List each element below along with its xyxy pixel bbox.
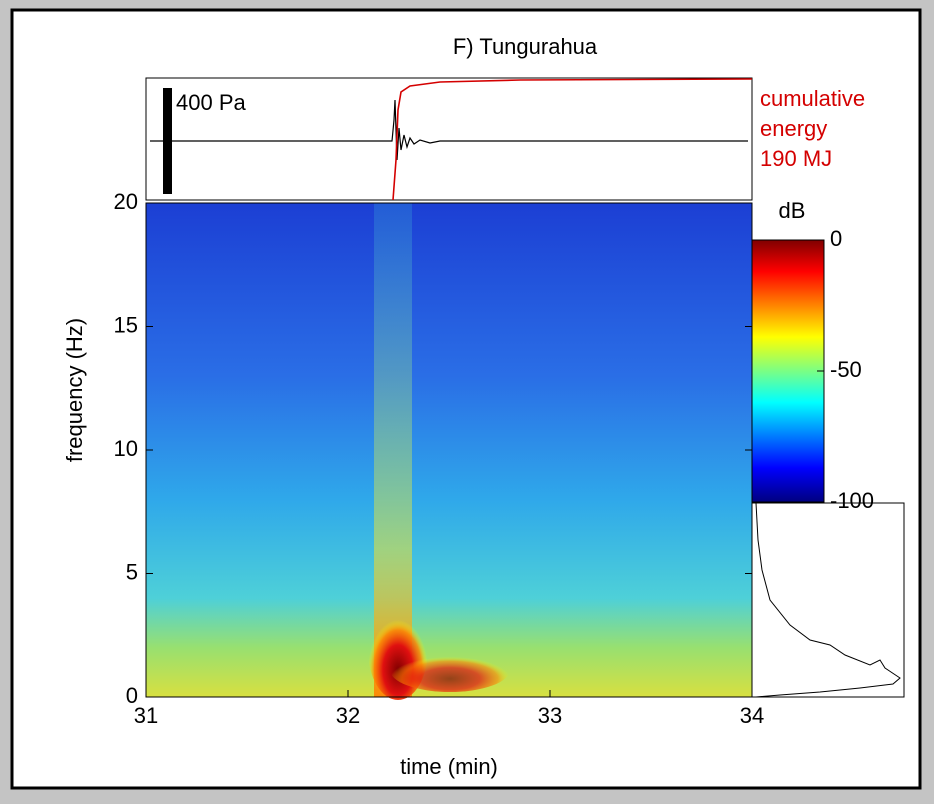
spectrum-panel — [751, 502, 905, 698]
energy-curve — [392, 78, 753, 201]
waveform — [150, 99, 748, 161]
colorbar-tick-label: 0 — [830, 226, 842, 251]
y-tick-label: 20 — [114, 189, 138, 214]
annotation: cumulative energy 190 MJ — [760, 86, 865, 171]
colorbar-tick-label: -100 — [830, 488, 874, 513]
colorbar-label: dB — [779, 198, 806, 223]
waveform-panel — [145, 77, 753, 201]
x-tick-label: 33 — [538, 703, 562, 728]
annotation-line: 190 MJ — [760, 146, 832, 171]
y-tick-label: 5 — [126, 559, 138, 584]
y-tick-label: 10 — [114, 436, 138, 461]
y-axis-label: frequency (Hz) — [62, 318, 87, 462]
colorbar-tick-label: -50 — [830, 357, 862, 382]
annotation-line: cumulative — [760, 86, 865, 111]
y-tick-label: 15 — [114, 312, 138, 337]
spectrum — [755, 502, 901, 698]
x-tick-label: 34 — [740, 703, 764, 728]
annotation-line: energy — [760, 116, 827, 141]
chart-title: F) Tungurahua — [453, 34, 598, 59]
y-tick-label: 0 — [126, 683, 138, 708]
x-axis-label: time (min) — [400, 754, 498, 779]
x-tick-label: 32 — [336, 703, 360, 728]
spectrogram-peak — [390, 648, 510, 692]
colorbar — [751, 239, 825, 503]
x-tick-label: 31 — [134, 703, 158, 728]
scale-bar-label: 400 Pa — [176, 90, 246, 115]
spectrogram — [146, 203, 752, 697]
